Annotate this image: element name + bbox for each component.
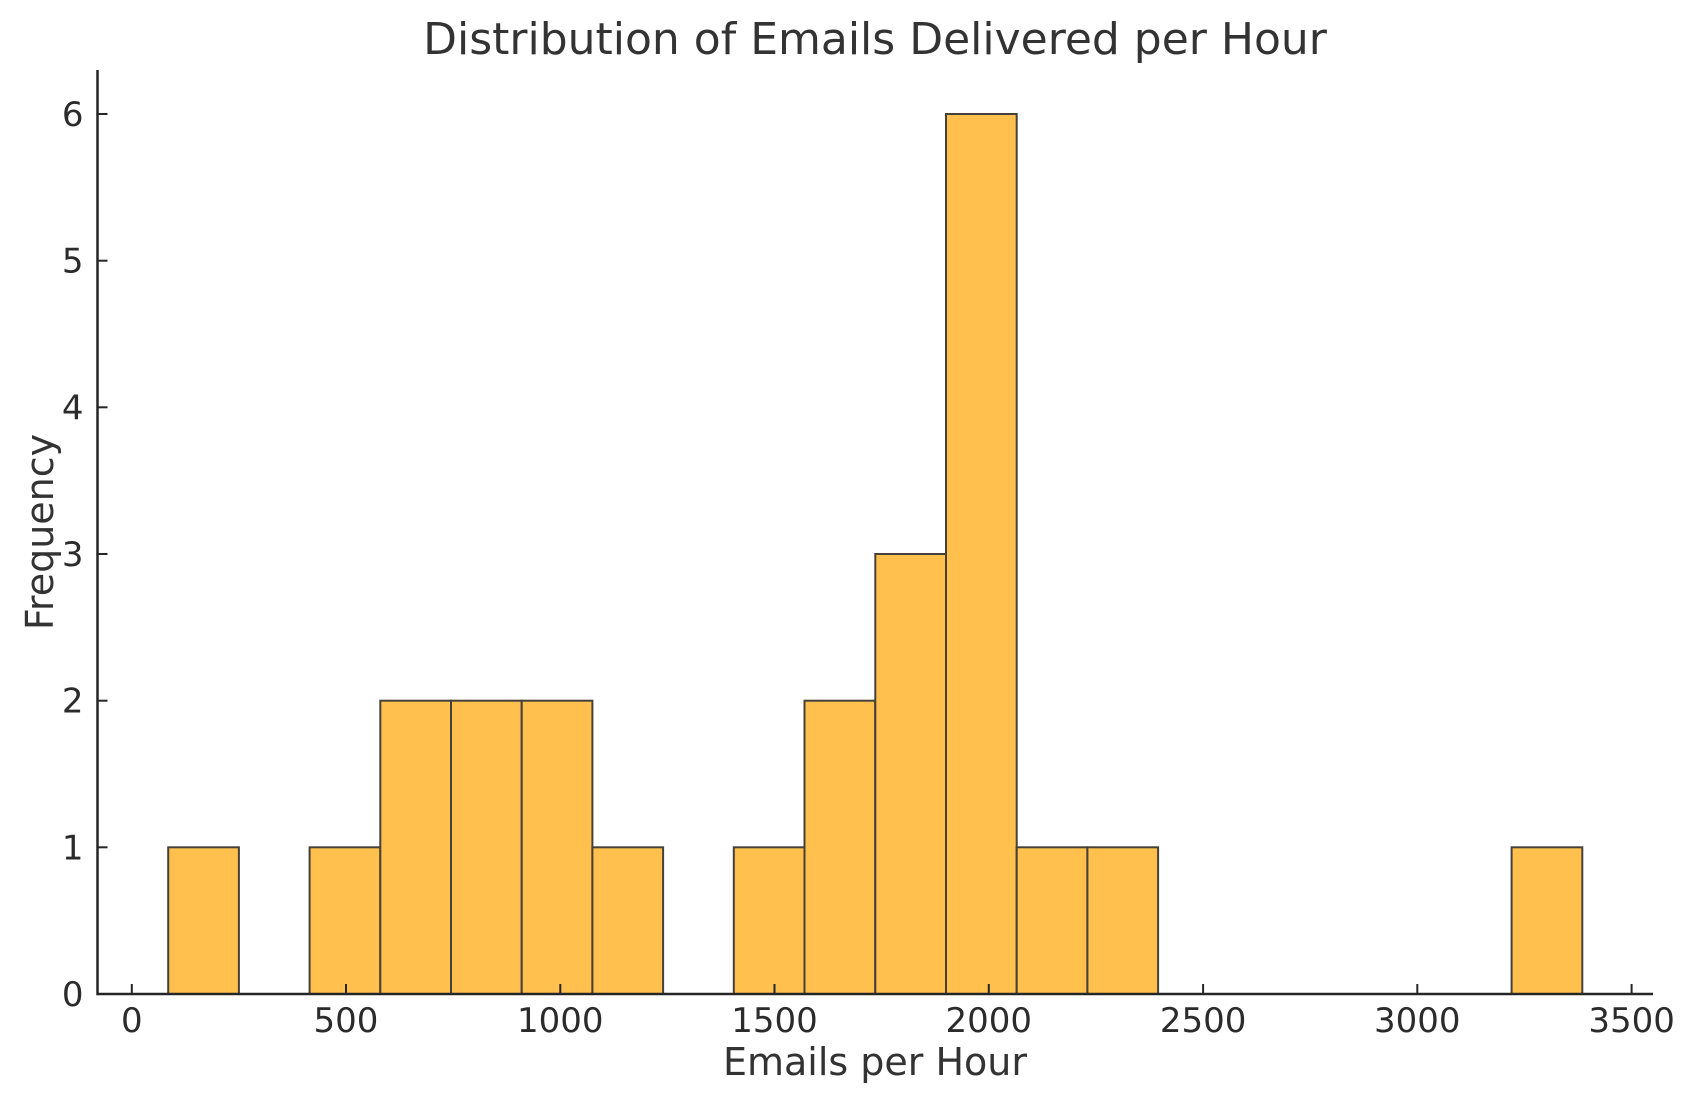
- x-tick-label: 3500: [1588, 1001, 1675, 1041]
- x-tick-label: 2000: [946, 1001, 1033, 1041]
- x-axis-label: Emails per Hour: [722, 1040, 1028, 1084]
- y-tick-label: 2: [62, 682, 84, 722]
- histogram-bar: [167, 846, 240, 995]
- histogram-bar: [591, 846, 665, 995]
- chart-title: Distribution of Emails Delivered per Hou…: [423, 14, 1327, 65]
- y-tick-label: 5: [62, 242, 84, 282]
- histogram-bar: [874, 553, 947, 995]
- histogram-bar: [1086, 846, 1160, 995]
- histogram-bar: [945, 113, 1018, 995]
- histogram-bar: [308, 846, 382, 995]
- histogram-bar: [379, 699, 452, 995]
- x-tick-label: 500: [314, 1001, 379, 1041]
- histogram-bar: [1510, 846, 1584, 995]
- histogram-bar: [803, 699, 877, 995]
- histogram-bar: [732, 846, 806, 995]
- histogram-bar: [1015, 846, 1089, 995]
- y-tick-label: 4: [62, 388, 84, 428]
- y-axis-label: Frequency: [18, 433, 62, 631]
- histogram-bar: [450, 699, 523, 995]
- histogram-bar: [520, 699, 594, 995]
- y-tick-label: 0: [62, 975, 84, 1015]
- x-tick-label: 1000: [517, 1001, 604, 1041]
- x-tick-label: 3000: [1374, 1001, 1461, 1041]
- y-tick-label: 6: [62, 95, 84, 135]
- y-tick-label: 3: [62, 535, 84, 575]
- x-tick-label: 0: [121, 1001, 143, 1041]
- y-tick-label: 1: [62, 828, 84, 868]
- x-tick-label: 2500: [1160, 1001, 1247, 1041]
- x-tick-label: 1500: [731, 1001, 818, 1041]
